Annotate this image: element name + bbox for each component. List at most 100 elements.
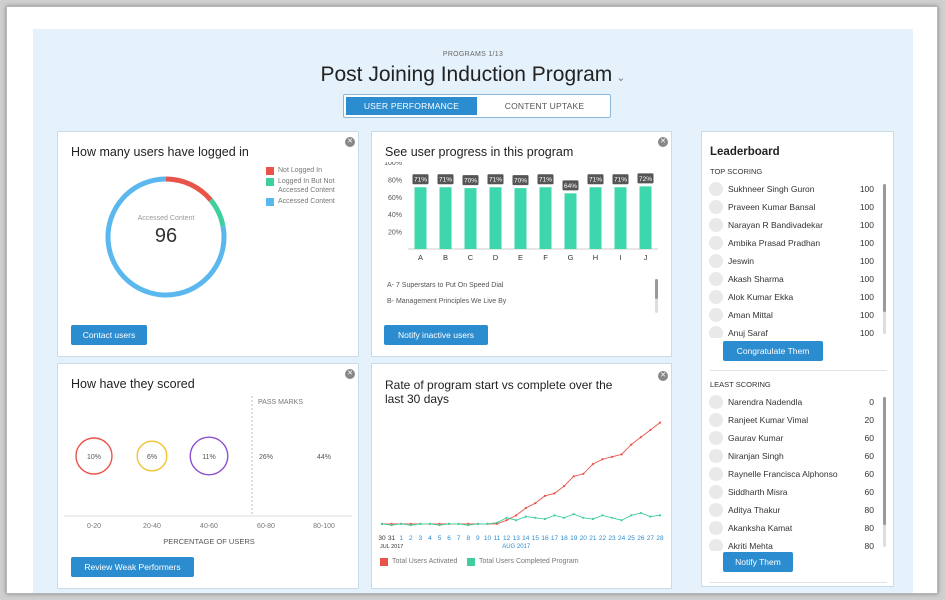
bar[interactable]	[489, 187, 502, 249]
list-item[interactable]: B- Management Principles We Live By	[387, 298, 507, 305]
contact-users-button[interactable]: Contact users	[71, 325, 147, 345]
list-item[interactable]: Alok Kumar Ekka 100	[709, 288, 874, 306]
list-item[interactable]: Ambika Prasad Pradhan 100	[709, 234, 874, 252]
list-item[interactable]: Ranjeet Kumar Vimal 20	[709, 411, 874, 429]
data-point[interactable]	[409, 524, 412, 527]
list-item[interactable]: Siddharth Misra 60	[709, 483, 874, 501]
notify-them-button[interactable]: Notify Them	[723, 552, 793, 572]
bar[interactable]	[614, 187, 627, 249]
list-item[interactable]: Narayan R Bandivadekar 100	[709, 216, 874, 234]
list-item[interactable]: Gaurav Kumar 60	[709, 429, 874, 447]
list-item[interactable]: Praveen Kumar Bansal 100	[709, 198, 874, 216]
data-point[interactable]	[524, 506, 527, 510]
list-item[interactable]: Akash Sharma 100	[709, 270, 874, 288]
progress-list-scrollbar[interactable]	[655, 279, 658, 313]
data-point[interactable]	[620, 519, 623, 522]
data-point[interactable]	[601, 458, 604, 461]
data-point[interactable]	[601, 514, 604, 517]
data-point[interactable]	[505, 516, 508, 519]
data-point[interactable]	[428, 522, 432, 525]
data-point[interactable]	[639, 511, 642, 515]
data-point[interactable]	[620, 453, 623, 456]
data-point[interactable]	[448, 522, 451, 525]
data-point[interactable]	[390, 524, 393, 527]
bar[interactable]	[564, 193, 577, 249]
donut-slice[interactable]	[105, 176, 227, 298]
data-point[interactable]	[553, 514, 556, 517]
data-point[interactable]	[543, 517, 547, 521]
review-weak-performers-button[interactable]: Review Weak Performers	[71, 557, 194, 577]
close-icon[interactable]: ✕	[345, 137, 355, 147]
list-item[interactable]: Aman Mittal 100	[709, 306, 874, 324]
bar[interactable]	[439, 187, 452, 249]
close-icon[interactable]: ✕	[658, 137, 668, 147]
list-item[interactable]: Narendra Nadendla 0	[709, 393, 874, 411]
data-point[interactable]	[495, 521, 499, 524]
data-point[interactable]	[630, 514, 633, 517]
data-point[interactable]	[572, 475, 575, 478]
data-point[interactable]	[438, 524, 441, 527]
data-point[interactable]	[563, 516, 566, 519]
close-icon[interactable]: ✕	[658, 371, 668, 381]
chevron-down-icon[interactable]: ⌄	[616, 72, 626, 84]
list-item[interactable]: Aditya Thakur 80	[709, 501, 874, 519]
data-point[interactable]	[534, 502, 537, 505]
data-point[interactable]	[582, 516, 585, 519]
data-point[interactable]	[400, 522, 403, 525]
list-item[interactable]: Anuj Saraf 100	[709, 324, 874, 338]
data-point[interactable]	[582, 472, 585, 475]
data-point[interactable]	[639, 436, 642, 439]
list-item[interactable]: Sukhneer Singh Guron 100	[709, 180, 874, 198]
list-item[interactable]: Akriti Mehta 80	[709, 537, 874, 551]
data-point[interactable]	[658, 421, 662, 424]
data-point[interactable]	[515, 519, 518, 522]
list-item[interactable]: A- 7 Superstars to Put On Speed Dial	[387, 282, 504, 289]
list-item[interactable]: Jeswin 100	[709, 252, 874, 270]
data-point[interactable]	[505, 519, 508, 522]
data-point[interactable]	[534, 516, 537, 519]
data-point[interactable]	[649, 515, 652, 518]
score-bubble[interactable]	[136, 440, 168, 472]
data-point[interactable]	[476, 522, 479, 525]
list-item[interactable]: Akanksha Kamat 80	[709, 519, 874, 537]
donut-slice[interactable]	[165, 176, 213, 202]
data-point[interactable]	[610, 455, 614, 458]
donut-slice[interactable]	[208, 198, 226, 227]
data-point[interactable]	[486, 522, 489, 525]
bar[interactable]	[414, 187, 427, 249]
bar[interactable]	[514, 188, 527, 249]
data-point[interactable]	[553, 492, 556, 495]
close-icon[interactable]: ✕	[345, 369, 355, 379]
data-point[interactable]	[467, 524, 470, 527]
program-selector[interactable]: Post Joining Induction Program ⌄	[33, 63, 913, 87]
bar[interactable]	[464, 188, 477, 249]
list-item[interactable]: Raynelle Francisca Alphonso 60	[709, 465, 874, 483]
top-scoring-scrollbar[interactable]	[883, 184, 886, 334]
data-point[interactable]	[543, 494, 547, 497]
score-bubble[interactable]	[75, 437, 113, 475]
data-point[interactable]	[591, 517, 594, 521]
notify-inactive-users-button[interactable]: Notify inactive users	[384, 325, 488, 345]
congratulate-them-button[interactable]: Congratulate Them	[723, 341, 823, 361]
data-point[interactable]	[610, 516, 614, 519]
data-point[interactable]	[524, 515, 527, 518]
data-point[interactable]	[649, 428, 652, 432]
data-point[interactable]	[572, 513, 575, 516]
tab-user-performance[interactable]: USER PERFORMANCE	[346, 97, 477, 115]
data-point[interactable]	[591, 463, 594, 466]
bar[interactable]	[589, 187, 602, 249]
bar-label-bg	[487, 174, 504, 185]
bar[interactable]	[639, 186, 652, 249]
data-point[interactable]	[658, 514, 662, 517]
score-bubble[interactable]	[189, 436, 229, 476]
data-point[interactable]	[563, 484, 566, 488]
least-scoring-scrollbar[interactable]	[883, 397, 886, 547]
list-item[interactable]: Niranjan Singh 60	[709, 447, 874, 465]
data-point[interactable]	[630, 443, 633, 446]
tab-content-uptake[interactable]: CONTENT UPTAKE	[504, 101, 585, 111]
bar[interactable]	[539, 187, 552, 249]
data-point[interactable]	[380, 522, 384, 525]
data-point[interactable]	[515, 514, 518, 517]
data-point[interactable]	[419, 522, 422, 525]
data-point[interactable]	[457, 522, 460, 525]
